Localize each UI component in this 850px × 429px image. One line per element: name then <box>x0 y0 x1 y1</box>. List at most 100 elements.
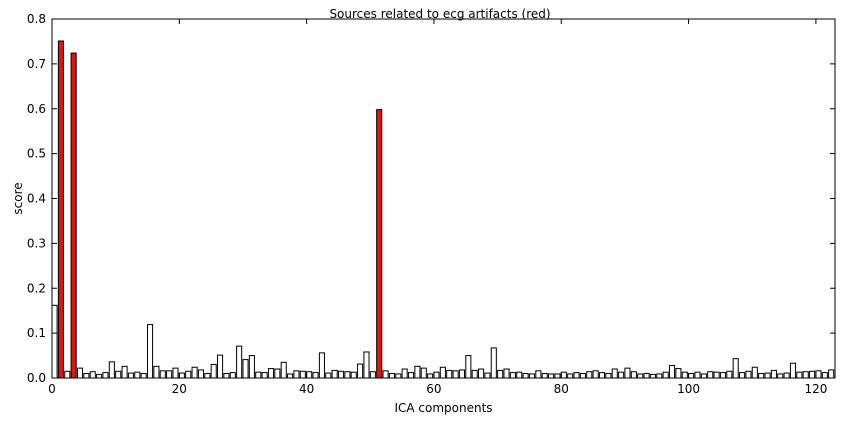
bar <box>528 373 536 379</box>
bar <box>478 368 485 379</box>
bar <box>452 370 459 379</box>
bar <box>357 363 364 379</box>
bar <box>668 364 676 379</box>
bar <box>414 365 421 379</box>
bar <box>579 373 586 379</box>
bar <box>229 372 236 379</box>
bar <box>656 373 663 379</box>
bar <box>688 373 695 379</box>
bar <box>770 369 777 379</box>
bar <box>146 324 154 379</box>
bar <box>630 371 637 379</box>
bar <box>643 373 650 379</box>
bar <box>134 371 141 379</box>
bar <box>210 364 217 379</box>
bar <box>267 368 275 379</box>
bar <box>751 366 758 379</box>
bar <box>96 373 103 379</box>
bar <box>662 371 669 379</box>
x-tick-label: 40 <box>299 382 314 396</box>
bar <box>828 369 835 379</box>
bar <box>274 368 281 379</box>
bar <box>809 370 816 379</box>
bar <box>560 371 567 379</box>
bar <box>64 370 71 379</box>
bar <box>369 371 376 379</box>
bar <box>325 372 332 379</box>
bar <box>516 371 523 379</box>
bar <box>331 369 338 379</box>
bar <box>764 372 771 379</box>
bar <box>739 372 746 379</box>
bar <box>140 373 147 379</box>
bar <box>815 370 822 379</box>
bar <box>407 372 415 379</box>
x-tick-label: 60 <box>426 382 441 396</box>
bar <box>159 370 166 379</box>
bar <box>719 372 727 379</box>
bar <box>821 372 828 379</box>
bar <box>675 368 682 379</box>
bar <box>197 369 205 379</box>
bar <box>363 351 370 379</box>
bar <box>127 372 134 379</box>
bar <box>611 368 618 379</box>
bar <box>217 354 224 379</box>
bar <box>484 372 491 379</box>
y-tick-label: 0.0 <box>27 371 46 385</box>
bar <box>446 369 453 379</box>
bar <box>649 373 656 379</box>
bar <box>102 372 109 379</box>
bar <box>713 371 720 379</box>
bar <box>318 352 325 379</box>
bar <box>350 371 357 379</box>
bar <box>388 373 395 379</box>
bar <box>115 370 122 379</box>
bar <box>624 367 631 379</box>
bar <box>337 370 345 379</box>
bar <box>51 304 58 379</box>
y-tick-label: 0.7 <box>27 57 46 71</box>
bar <box>420 367 427 379</box>
bar <box>777 373 784 379</box>
bar <box>554 373 561 379</box>
bar-highlighted <box>70 52 77 379</box>
bar <box>299 370 306 379</box>
y-tick-label: 0.2 <box>27 281 46 295</box>
bar <box>439 366 446 379</box>
y-tick-label: 0.4 <box>27 192 46 206</box>
bar <box>522 373 529 379</box>
bars-group <box>51 40 835 379</box>
y-axis-label: score <box>11 182 25 214</box>
y-tick-label: 0.5 <box>27 147 46 161</box>
bar <box>185 370 192 379</box>
bar <box>458 369 466 379</box>
bar <box>758 373 765 379</box>
bar <box>471 369 478 379</box>
bar-highlighted <box>57 40 64 379</box>
bar <box>573 372 580 379</box>
bar <box>509 372 516 379</box>
bar <box>490 347 497 379</box>
bar <box>548 373 555 379</box>
bar-highlighted <box>376 109 383 379</box>
y-tick-label: 0.6 <box>27 102 46 116</box>
bar <box>108 361 115 379</box>
x-tick-label: 100 <box>677 382 700 396</box>
bar <box>344 371 351 379</box>
bar <box>605 373 612 379</box>
bar <box>204 373 211 379</box>
bar <box>172 367 179 379</box>
bar <box>382 370 389 379</box>
bar <box>306 371 313 379</box>
bar <box>541 373 548 379</box>
bar <box>242 359 249 379</box>
bar <box>707 371 714 379</box>
bar <box>637 373 644 379</box>
bar <box>293 370 300 379</box>
bar <box>535 370 542 379</box>
x-tick-label: 20 <box>172 382 187 396</box>
bar <box>248 355 255 379</box>
bar <box>796 371 803 379</box>
